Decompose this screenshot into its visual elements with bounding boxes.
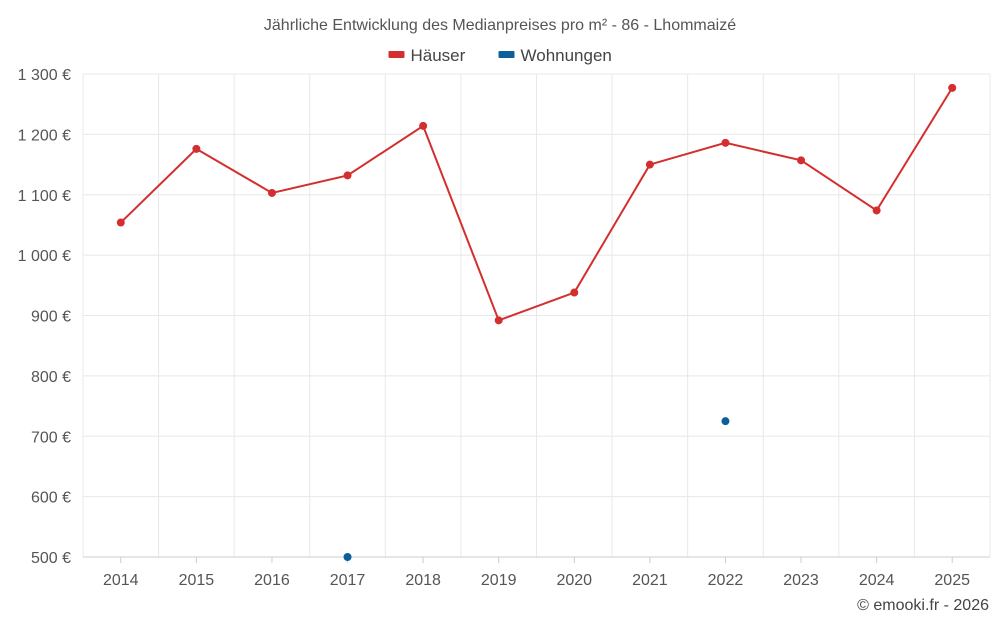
- x-tick-label: 2017: [330, 572, 366, 589]
- data-point[interactable]: [948, 83, 957, 92]
- x-tick-label: 2015: [179, 572, 215, 589]
- legend-item[interactable]: Häuser: [388, 46, 466, 65]
- data-point[interactable]: [721, 138, 730, 147]
- legend-swatch: [498, 51, 515, 58]
- x-tick-label: 2024: [859, 572, 895, 589]
- x-tick-label: 2014: [103, 572, 139, 589]
- data-point[interactable]: [797, 156, 806, 165]
- x-tick-label: 2025: [934, 572, 970, 589]
- y-tick-label: 1 200 €: [18, 127, 71, 144]
- y-tick-label: 800 €: [31, 369, 71, 386]
- y-tick-label: 900 €: [31, 309, 71, 326]
- y-tick-label: 600 €: [31, 490, 71, 507]
- x-tick-label: 2019: [481, 572, 517, 589]
- y-tick-label: 1 300 €: [18, 67, 71, 84]
- legend-swatch: [388, 51, 405, 58]
- series-haeuser: [116, 83, 957, 325]
- x-tick-label: 2023: [783, 572, 819, 589]
- x-tick-label: 2021: [632, 572, 668, 589]
- y-axis-ticks: 500 € 600 € 700 € 800 € 900 € 1 000 € 1 100 € 1…: [18, 67, 71, 567]
- x-tick-label: 2020: [556, 572, 592, 589]
- y-tick-label: 500 €: [31, 550, 71, 567]
- data-point[interactable]: [494, 316, 503, 325]
- legend[interactable]: Häuser Wohnungen: [388, 46, 612, 65]
- data-point[interactable]: [721, 417, 730, 426]
- data-point[interactable]: [570, 288, 579, 297]
- legend-label: Wohnungen: [521, 46, 612, 65]
- series-line: [120, 87, 954, 322]
- series-layer: [116, 83, 957, 561]
- y-tick-label: 1 000 €: [18, 248, 71, 265]
- chart-title: Jährliche Entwicklung des Medianpreises …: [264, 17, 736, 34]
- data-point[interactable]: [645, 160, 654, 169]
- x-tick-label: 2016: [254, 572, 290, 589]
- y-tick-label: 700 €: [31, 429, 71, 446]
- series-wohnungen: [343, 417, 730, 561]
- data-point[interactable]: [343, 553, 352, 561]
- legend-label: Häuser: [411, 46, 466, 65]
- data-point[interactable]: [192, 144, 201, 153]
- credit-text: © emooki.fr - 2026: [857, 597, 989, 614]
- data-point[interactable]: [872, 206, 881, 215]
- data-point[interactable]: [267, 188, 276, 197]
- legend-item[interactable]: Wohnungen: [498, 46, 612, 65]
- x-gridlines: [82, 74, 991, 558]
- y-tick-label: 1 100 €: [18, 188, 71, 205]
- data-point[interactable]: [419, 121, 428, 130]
- data-point[interactable]: [343, 171, 352, 180]
- x-tick-label: 2022: [708, 572, 744, 589]
- data-point[interactable]: [116, 218, 125, 227]
- x-tick-label: 2018: [405, 572, 441, 589]
- x-axis-ticks: 2014 2015 2016 2017 2018 2019 2020 2021 2022 2023…: [103, 557, 970, 589]
